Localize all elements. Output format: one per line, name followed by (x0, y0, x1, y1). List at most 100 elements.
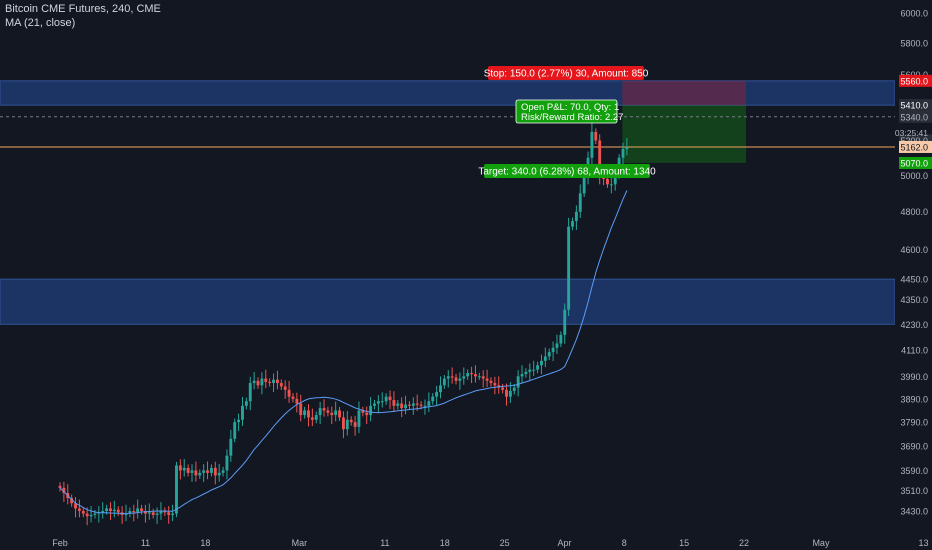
candle-body (516, 376, 520, 388)
zone-price-badge: 5410.0 (900, 101, 928, 111)
stop-label-box (488, 66, 644, 80)
candle-body (190, 470, 194, 473)
current-price-badge: 5162.0 (900, 142, 928, 152)
candle-body (303, 410, 307, 416)
price-tick-label: 3690.0 (900, 441, 928, 451)
candle-body (415, 403, 419, 405)
candle-body (481, 376, 485, 379)
candle-body (411, 403, 415, 406)
candle-body (396, 403, 400, 406)
price-tick-label: 4800.0 (900, 207, 928, 217)
candle-body (147, 512, 151, 514)
candle-body (241, 405, 244, 420)
ma-line (59, 190, 628, 515)
candle-body (450, 376, 454, 378)
entry-price-badge: 5070.0 (900, 158, 928, 168)
price-tick-label: 4450.0 (900, 275, 928, 285)
candle-body (625, 146, 629, 150)
candle-body (419, 404, 423, 406)
candle-body (512, 387, 516, 391)
price-tick-label: 4110.0 (901, 345, 928, 355)
candle-body (609, 184, 613, 186)
candle-body (171, 513, 175, 515)
price-tick-label: 4600.0 (900, 245, 928, 255)
date-tick-label: 8 (622, 538, 627, 548)
date-tick-label: Feb (52, 538, 68, 548)
date-tick-label: 11 (141, 538, 150, 548)
target-label-box (484, 164, 650, 178)
candle-body (477, 376, 481, 378)
candle-body (221, 470, 225, 473)
candle-body (613, 175, 617, 185)
candle-body (369, 405, 373, 416)
candle-body (341, 417, 345, 430)
candle-body (217, 472, 221, 476)
candle-body (101, 511, 105, 513)
candle-body (532, 369, 536, 371)
candle-body (571, 221, 574, 227)
candle-body (128, 511, 132, 514)
candle-body (606, 178, 609, 185)
candle-body (361, 410, 365, 413)
chart-title: Bitcoin CME Futures, 240, CME (5, 3, 161, 15)
candle-body (213, 467, 217, 476)
position-price-badge: 5200.0 (900, 136, 928, 146)
candle-body (237, 419, 241, 423)
candle-body (244, 401, 248, 406)
price-zone (0, 80, 896, 106)
candle-body (338, 410, 341, 418)
candle-body (283, 386, 287, 390)
candle-body (400, 403, 404, 409)
candle-body (116, 509, 120, 513)
candle-body (520, 374, 524, 377)
candle-body (458, 378, 462, 381)
candle-body (431, 396, 435, 402)
candle-body (81, 511, 85, 514)
candle-body (462, 376, 466, 379)
candle-body (439, 385, 442, 393)
stop-label: Stop: 150.0 (2.77%) 30, Amount: 850 (484, 66, 649, 80)
price-tick-label: 4230.0 (900, 320, 928, 330)
candle-body (198, 472, 202, 476)
candle-body (85, 513, 89, 517)
candle-body (194, 470, 198, 476)
price-tick-label: 3510.0 (900, 486, 928, 496)
last-price-badge-box (899, 110, 932, 123)
price-tick-label: 6000.0 (900, 9, 928, 19)
target-label: Target: 340.0 (6.28%) 68, Amount: 1340 (478, 164, 656, 178)
candle-body (435, 392, 439, 397)
date-tick-label: Mar (292, 538, 308, 548)
candle-body (574, 211, 578, 222)
stop-price-badge-box (899, 74, 932, 87)
price-axis-background (895, 0, 932, 550)
candle-body (275, 379, 279, 384)
candle-body (132, 511, 136, 513)
candle-body (563, 309, 567, 335)
candle-body (70, 498, 74, 504)
candle-body (357, 410, 361, 427)
entry-price-badge-box (899, 156, 932, 169)
candle-body (163, 511, 167, 513)
candle-body (543, 356, 547, 361)
candle-body (330, 412, 334, 416)
candle-body (268, 381, 272, 384)
candle-body (474, 374, 477, 377)
date-tick-label: May (812, 538, 830, 548)
candle-body (62, 487, 66, 494)
candle-body (470, 372, 474, 375)
candle-body (291, 396, 295, 399)
candle-body (143, 511, 147, 514)
candle-body (310, 417, 314, 420)
candle-body (388, 396, 392, 401)
candle-body (260, 378, 264, 386)
candle-body (423, 405, 427, 407)
date-tick-label: 18 (200, 538, 210, 548)
candle-body (505, 389, 508, 397)
candle-body (404, 404, 407, 409)
candle-body (442, 378, 446, 386)
candle-body (501, 387, 505, 390)
candle-body (384, 396, 388, 402)
candle-body (105, 508, 109, 511)
candle-body (74, 503, 77, 509)
